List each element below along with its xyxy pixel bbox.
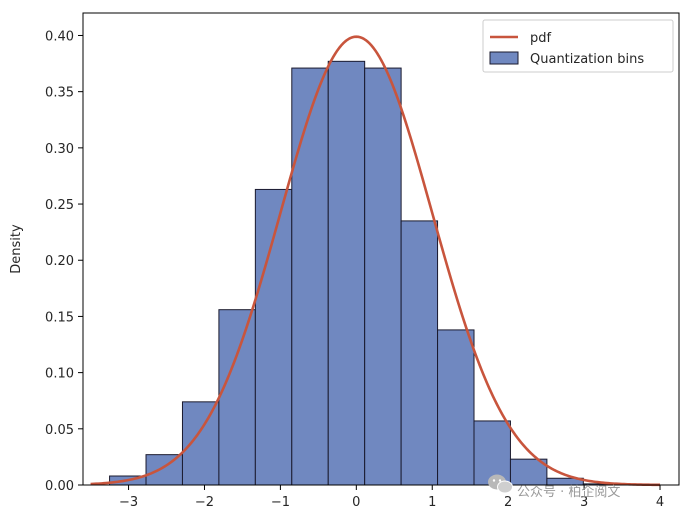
x-tick-label: 2	[504, 495, 512, 510]
histogram-bar	[400, 220, 439, 486]
histogram-bar	[218, 309, 256, 486]
pdf-curve	[90, 35, 661, 487]
wechat-icon	[488, 474, 513, 494]
histogram-bar	[291, 67, 329, 486]
x-tick-label: 0	[352, 495, 360, 510]
histogram-bar	[327, 60, 366, 486]
y-tick-label: 0.35	[45, 86, 74, 101]
legend: pdf Quantization bins	[482, 19, 674, 73]
y-tick-label: 0.05	[45, 423, 74, 438]
histogram-bar	[364, 67, 402, 486]
y-axis: 0.00 0.05 0.10 0.15 0.20 0.25 0.30 0.35 0.40	[45, 29, 83, 494]
legend-pdf-label: pdf	[530, 31, 552, 46]
y-tick-label: 0.25	[45, 198, 74, 213]
y-tick-label: 0.00	[45, 479, 74, 494]
legend-box	[482, 19, 674, 73]
x-axis: −3 −2 −1 0 1 2 3 4	[119, 485, 664, 510]
legend-bins-label: Quantization bins	[530, 52, 644, 67]
x-tick-label: −1	[271, 495, 290, 510]
x-tick-label: 4	[656, 495, 664, 510]
x-tick-label: 3	[580, 495, 588, 510]
y-tick-label: 0.30	[45, 142, 74, 157]
x-tick-label: −3	[119, 495, 138, 510]
y-tick-label: 0.20	[45, 254, 74, 269]
histogram-bar	[145, 454, 183, 486]
histogram-bar	[181, 401, 220, 486]
watermark-text: 公众号 · 柏企阅文	[517, 484, 620, 500]
x-tick-label: 1	[428, 495, 436, 510]
legend-bins-swatch	[489, 51, 519, 65]
histogram-bars	[109, 60, 619, 486]
y-tick-label: 0.10	[45, 367, 74, 382]
histogram-bar	[473, 420, 511, 486]
y-tick-label: 0.40	[45, 29, 74, 44]
plot-frame	[82, 12, 680, 486]
y-axis-label: Density	[9, 224, 24, 274]
histogram-bar	[437, 329, 475, 486]
watermark: 公众号 · 柏企阅文	[488, 474, 620, 500]
y-tick-label: 0.15	[45, 310, 74, 325]
x-tick-label: −2	[195, 495, 214, 510]
